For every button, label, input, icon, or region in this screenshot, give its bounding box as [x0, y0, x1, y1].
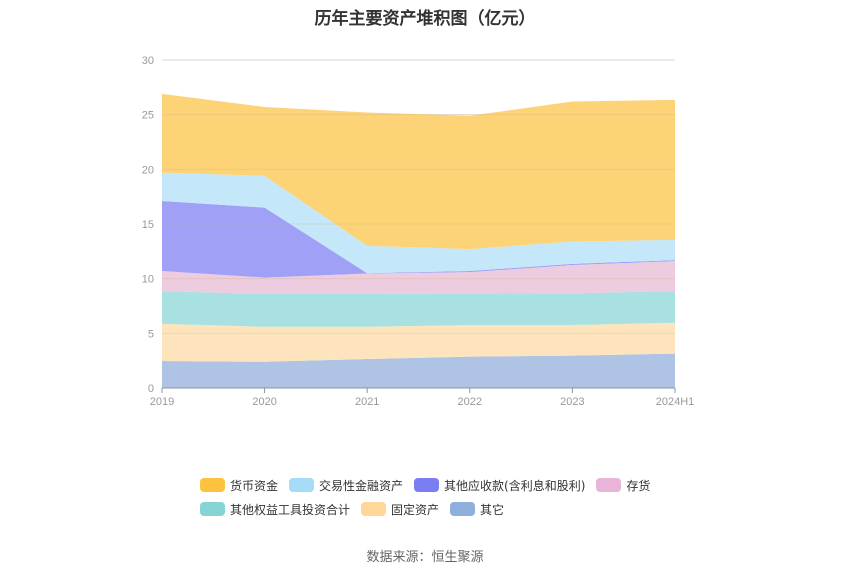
area-其他权益工具投资合计 [162, 291, 675, 327]
area-其它 [162, 353, 675, 388]
x-tick-label: 2020 [252, 396, 276, 408]
legend-swatch [289, 478, 315, 492]
legend-item-cash[interactable]: 货币资金 [200, 477, 278, 494]
chart-title: 历年主要资产堆积图（亿元） [314, 9, 536, 29]
legend-row-1: 货币资金 交易性金融资产 其他应收款(含利息和股利) 存货 [200, 473, 700, 497]
area-固定资产 [162, 322, 675, 362]
legend-swatch [361, 502, 387, 516]
area-存货 [162, 261, 675, 294]
area-其他应收款(含利息和股利) [162, 201, 675, 278]
y-tick-label: 0 [148, 383, 154, 395]
legend-row-2: 其他权益工具投资合计 固定资产 其它 [200, 497, 700, 521]
y-tick-label: 15 [142, 219, 154, 231]
stacked-area-chart: 0 5 10 15 20 25 30 2019 2020 2021 2022 2023 2024H1 [142, 55, 695, 408]
legend-swatch [414, 478, 440, 492]
legend-swatch [200, 502, 225, 516]
area-货币资金 [162, 93, 675, 250]
legend-item-trading-assets[interactable]: 交易性金融资产 [289, 477, 403, 494]
axes: 0 5 10 15 20 25 30 2019 2020 2021 2022 2023 2024H1 [142, 55, 695, 408]
legend-item-other-equity-investments[interactable]: 其他权益工具投资合计 [200, 501, 350, 518]
legend: 货币资金 交易性金融资产 其他应收款(含利息和股利) 存货 其他权益工具投资合计… [200, 473, 700, 521]
y-tick-label: 10 [142, 274, 154, 286]
legend-item-inventory[interactable]: 存货 [596, 477, 650, 494]
legend-swatch [596, 478, 622, 492]
x-tick-label: 2021 [355, 396, 379, 408]
legend-item-fixed-assets[interactable]: 固定资产 [361, 501, 439, 518]
legend-item-other-receivables[interactable]: 其他应收款(含利息和股利) [414, 477, 585, 494]
x-tick-label: 2022 [458, 396, 482, 408]
area-交易性金融资产 [162, 172, 675, 274]
x-tick-label: 2019 [150, 396, 174, 408]
data-source: 数据来源：恒生聚源 [366, 550, 484, 565]
legend-swatch [200, 478, 225, 492]
y-tick-label: 20 [142, 164, 154, 176]
y-tick-label: 5 [148, 328, 154, 340]
x-tick-label: 2024H1 [656, 396, 695, 408]
y-tick-label: 25 [142, 110, 154, 122]
legend-item-others[interactable]: 其它 [450, 501, 504, 518]
area-series [162, 59, 675, 388]
legend-swatch [450, 502, 476, 516]
x-tick-label: 2023 [560, 396, 584, 408]
y-tick-label: 30 [142, 55, 154, 67]
